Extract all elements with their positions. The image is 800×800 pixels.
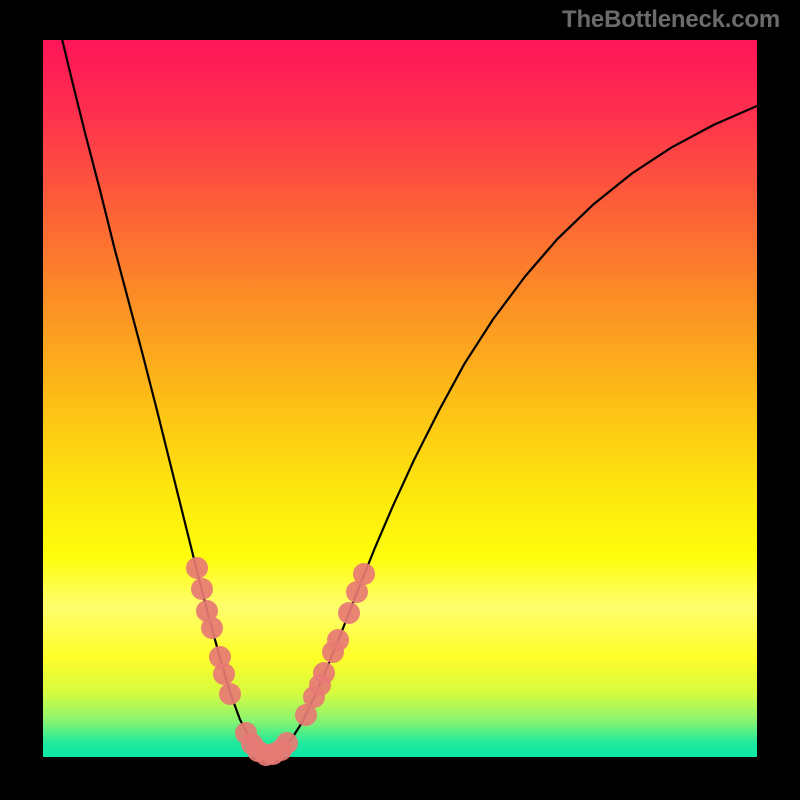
watermark-text: TheBottleneck.com <box>562 6 780 34</box>
background-gradient <box>43 40 757 757</box>
plot-area <box>43 40 757 757</box>
chart-frame: TheBottleneck.com <box>0 0 800 800</box>
